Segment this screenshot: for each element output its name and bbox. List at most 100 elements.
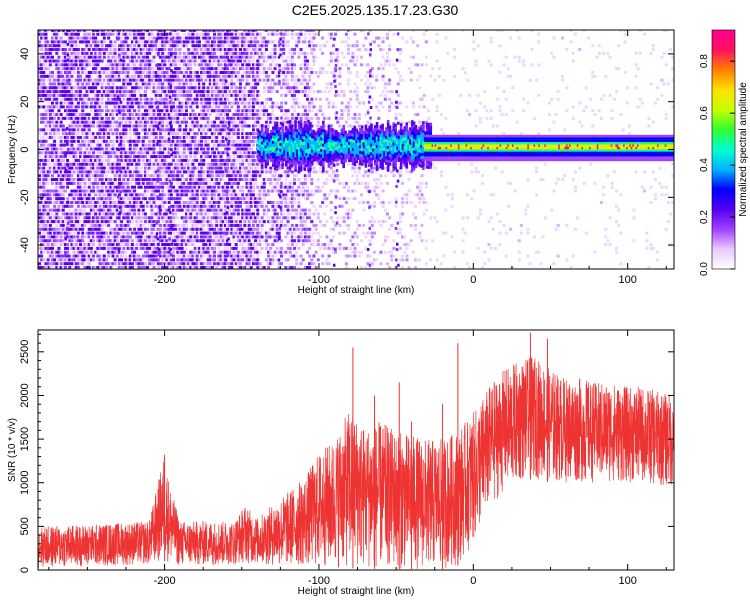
spectrogram-cell xyxy=(202,220,206,224)
spectrogram-cell xyxy=(143,193,147,197)
spectrogram-cell xyxy=(46,40,50,44)
spectrogram-cell xyxy=(115,97,119,101)
spectrogram-cell xyxy=(219,59,223,63)
spectrogram-cell xyxy=(94,181,98,185)
spectrogram-cell xyxy=(66,55,70,59)
spectrogram-cell xyxy=(76,59,80,63)
spectrogram-cell xyxy=(42,220,46,224)
spectrogram-cell xyxy=(256,116,260,120)
spectrogram-cell xyxy=(174,212,178,216)
spectrogram-cell xyxy=(46,204,50,208)
spectrogram-cell xyxy=(50,82,54,86)
spectrogram-cell xyxy=(42,30,46,32)
spectrogram-cell xyxy=(163,158,167,162)
spectrogram-cell xyxy=(193,178,197,182)
spectrogram-cell xyxy=(53,250,57,254)
spectrogram-cell xyxy=(154,155,158,159)
spectrogram-cell xyxy=(98,204,102,208)
spectrogram-cell xyxy=(251,243,255,247)
spectrogram-cell xyxy=(115,185,119,189)
spectrogram-cell xyxy=(115,93,119,97)
spectrogram-cell xyxy=(154,90,158,94)
spectrogram-cell xyxy=(174,189,178,193)
spectrogram-cell xyxy=(96,40,100,44)
spectrogram-cell xyxy=(46,143,50,147)
spectrogram-cell xyxy=(178,243,182,247)
spectrogram-cell xyxy=(195,158,199,162)
spectrogram-cell xyxy=(241,155,245,159)
spectrogram-cell xyxy=(191,223,195,227)
spectrogram-cell xyxy=(130,216,134,220)
spectrogram-cell xyxy=(63,174,67,178)
spectrogram-cell xyxy=(167,59,171,63)
spectrogram-cell xyxy=(191,174,195,178)
spectrogram-cell xyxy=(217,143,221,147)
spectrogram-cell xyxy=(251,139,255,143)
spectrogram-cell xyxy=(152,254,156,258)
spectrogram-cell xyxy=(146,120,150,124)
spectrogram-cell xyxy=(226,139,230,143)
spectrogram-cell xyxy=(208,231,212,235)
spectrogram-cell xyxy=(171,220,175,224)
spectrogram-cell xyxy=(48,189,52,193)
spectrogram-cell xyxy=(249,235,253,239)
spectrogram-cell xyxy=(57,220,61,224)
spectrogram-cell xyxy=(63,139,67,143)
spectrogram-cell xyxy=(40,158,44,162)
spectrogram-cell xyxy=(55,254,59,258)
spectrogram-cell xyxy=(89,59,93,63)
spectrogram-cell xyxy=(256,128,260,132)
spectrogram-cell xyxy=(238,170,242,174)
spectrogram-cell xyxy=(148,200,152,204)
spectrogram-cell xyxy=(230,216,234,220)
spectrogram-cell xyxy=(217,170,221,174)
spectrogram-cell xyxy=(137,132,141,136)
spectrogram-cell xyxy=(197,266,201,269)
spectrogram-cell xyxy=(180,59,184,63)
spectrogram-cell xyxy=(68,266,72,269)
spectrogram-cell xyxy=(163,208,167,212)
spectrogram-cell xyxy=(102,132,106,136)
spectrogram-cell xyxy=(243,132,247,136)
spectrogram-cell xyxy=(76,132,80,136)
spectrogram-cell xyxy=(42,93,46,97)
spectrogram-cell xyxy=(128,78,132,82)
spectrogram-cell xyxy=(243,30,247,32)
spectrogram-cell xyxy=(200,266,204,269)
spectrogram-cell xyxy=(204,32,208,36)
spectrogram-cell xyxy=(251,235,255,239)
spectrogram-cell xyxy=(122,151,126,155)
spectrogram-cell xyxy=(215,70,219,74)
spectrogram-cell xyxy=(251,258,255,262)
spectrogram-cell xyxy=(98,254,102,258)
spectrogram-cell xyxy=(87,32,91,36)
spectrogram-cell xyxy=(137,124,141,128)
spectrogram-cell xyxy=(236,223,240,227)
spectrogram-cell xyxy=(59,101,63,105)
spectrogram-cell xyxy=(208,128,212,132)
spectrogram-cell xyxy=(89,174,93,178)
spectrogram-cell xyxy=(76,44,80,48)
spectrogram-cell xyxy=(50,128,54,132)
spectrogram-cell xyxy=(152,30,156,32)
spectrogram-cell xyxy=(115,147,119,151)
spectrogram-cell xyxy=(92,97,96,101)
spectrogram-cell xyxy=(219,231,223,235)
spectrogram-cell xyxy=(228,147,232,151)
spectrogram-cell xyxy=(200,135,204,139)
spectrogram-cell xyxy=(193,113,197,117)
spectrogram-cell xyxy=(79,30,83,32)
spectrogram-cell xyxy=(87,254,91,258)
spectrogram-cell xyxy=(159,48,163,52)
spectrogram-cell xyxy=(89,189,93,193)
spectrogram-cell xyxy=(50,258,54,262)
spectrogram-cell xyxy=(161,86,165,90)
spectrogram-cell xyxy=(48,231,52,235)
spectrogram-cell xyxy=(120,135,124,139)
spectrogram-cell xyxy=(247,132,251,136)
spectrogram-cell xyxy=(139,185,143,189)
spectrogram-cell xyxy=(191,44,195,48)
spectrogram-cell xyxy=(68,231,72,235)
spectrogram-cell xyxy=(42,82,46,86)
spectrogram-cell xyxy=(210,30,214,32)
